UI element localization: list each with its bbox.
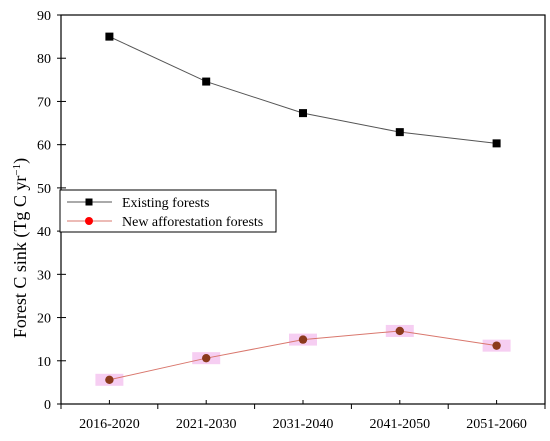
data-point-existing — [299, 109, 307, 118]
legend-box — [59, 189, 277, 233]
data-point-afforestation — [298, 335, 308, 344]
x-tick-label: 2041-2050 — [369, 417, 430, 432]
x-tick-label: 2021-2030 — [176, 417, 237, 432]
data-point-existing — [105, 32, 114, 41]
data-point-afforestation — [105, 375, 114, 384]
x-tick-label: 2051-2060 — [466, 417, 527, 432]
legend-label-afforestation: New afforestation forests — [122, 215, 263, 230]
y-axis-title-close: ) — [10, 158, 31, 164]
y-tick-label: 10 — [37, 355, 51, 370]
legend-label-existing: Existing forests — [122, 196, 210, 211]
y-tick-label: 0 — [44, 398, 51, 413]
data-point-existing — [395, 128, 404, 137]
data-point-existing — [492, 139, 501, 148]
legend: Existing forests New afforestation fores… — [59, 189, 277, 233]
y-tick-label: 20 — [37, 312, 51, 327]
legend-marker-existing — [85, 198, 93, 206]
data-point-afforestation — [202, 353, 211, 363]
data-point-existing — [202, 77, 211, 86]
x-tick-label: 2016-2020 — [79, 417, 140, 432]
data-point-afforestation — [395, 326, 404, 336]
x-tick-label: 2031-2040 — [273, 417, 334, 432]
y-tick-label: 90 — [37, 9, 51, 24]
series-layer — [105, 32, 501, 384]
y-tick-label: 60 — [37, 139, 51, 154]
highlight-layer — [95, 324, 511, 386]
series-line-0 — [109, 36, 497, 144]
y-axis-title-superscript: −1 — [11, 164, 23, 176]
data-point-afforestation — [492, 341, 501, 350]
y-tick-label: 30 — [37, 268, 51, 283]
y-tick-label: 80 — [37, 52, 51, 67]
y-tick-label: 50 — [37, 182, 51, 197]
y-tick-label: 70 — [37, 95, 51, 110]
y-axis-title-main: Forest C sink (Tg C yr — [10, 176, 31, 339]
legend-marker-afforestation — [85, 217, 93, 225]
y-axis-title: Forest C sink (Tg C yr−1) — [10, 158, 31, 338]
y-tick-label: 40 — [37, 225, 51, 240]
